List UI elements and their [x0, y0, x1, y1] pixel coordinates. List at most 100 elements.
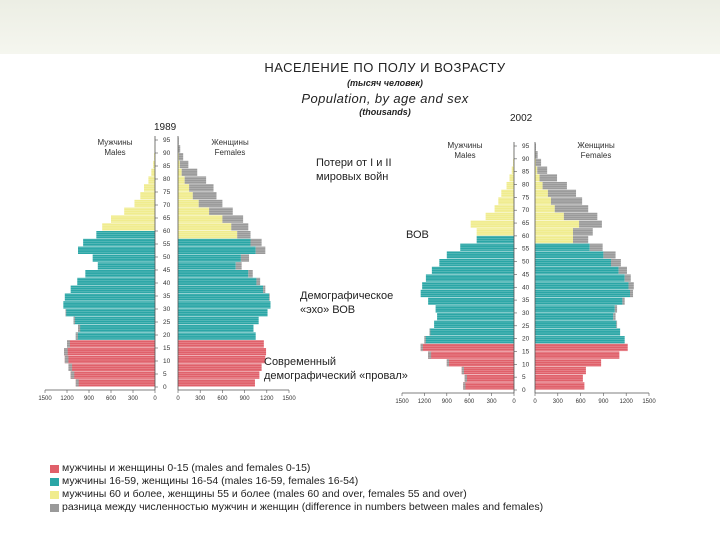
male-bar — [67, 340, 155, 348]
difference-bar — [68, 363, 73, 371]
male-bar — [148, 176, 155, 184]
male-tick-label: 600 — [464, 399, 475, 405]
males-label-en: Males — [454, 151, 476, 160]
age-tick-label: 50 — [163, 254, 171, 261]
female-tick-label: 1200 — [620, 399, 634, 405]
age-tick-label: 35 — [522, 297, 530, 304]
age-tick-label: 40 — [522, 284, 530, 291]
male-bar — [153, 160, 155, 169]
age-tick-label: 55 — [522, 246, 530, 253]
difference-bar — [256, 277, 261, 286]
male-bar — [494, 205, 514, 213]
difference-bar — [535, 158, 542, 167]
males-label-1989: Мужчины Males — [90, 138, 140, 158]
male-bar — [97, 262, 155, 270]
males-label-ru: Мужчины — [447, 141, 483, 150]
female-tick-label: 600 — [576, 399, 587, 405]
female-bar — [178, 223, 232, 231]
male-bar — [70, 371, 155, 379]
legend-swatch — [50, 491, 59, 499]
male-bar — [431, 266, 514, 275]
difference-bar — [429, 328, 431, 336]
male-tick-label: 300 — [128, 396, 139, 402]
female-bar — [535, 374, 583, 382]
age-tick-label: 10 — [522, 361, 530, 368]
age-tick-label: 60 — [522, 233, 530, 240]
difference-bar — [613, 312, 616, 321]
male-bar — [470, 220, 514, 228]
difference-bar — [250, 238, 262, 247]
female-tick-label: 0 — [533, 399, 537, 405]
difference-bar — [464, 374, 467, 382]
female-bar — [178, 168, 182, 176]
male-bar — [420, 343, 514, 352]
difference-bar — [603, 251, 616, 259]
male-bar — [92, 254, 155, 262]
female-bar — [178, 184, 190, 192]
female-bar — [535, 343, 628, 352]
legend-swatch — [50, 504, 59, 512]
female-bar — [178, 153, 179, 161]
difference-bar — [178, 137, 179, 145]
subtitle-english: (thousands) — [359, 107, 411, 117]
male-bar — [124, 207, 155, 215]
age-tick-label: 5 — [163, 371, 167, 378]
females-label-ru: Женщины — [577, 141, 615, 150]
female-bar — [535, 359, 602, 367]
legend-label: разница между численностью мужчин и женщ… — [62, 501, 544, 513]
female-bar — [178, 176, 185, 184]
male-bar — [140, 192, 155, 200]
female-bar — [178, 363, 262, 371]
difference-bar — [579, 220, 602, 228]
difference-bar — [235, 262, 242, 270]
age-tick-label: 25 — [522, 323, 530, 330]
male-bar — [65, 309, 155, 317]
difference-bar — [539, 174, 558, 182]
male-bar — [437, 312, 514, 321]
age-tick-label: 65 — [522, 220, 530, 227]
male-tick-label: 900 — [442, 399, 453, 405]
female-bar — [535, 235, 573, 244]
age-tick-label: 75 — [163, 189, 171, 196]
age-tick-label: 70 — [163, 202, 171, 209]
female-bar — [535, 251, 604, 259]
male-bar — [446, 251, 514, 259]
difference-bar — [628, 282, 634, 290]
female-bar — [535, 266, 619, 275]
year-label-2002: 2002 — [510, 113, 533, 124]
annotation-line: Современный — [264, 356, 337, 368]
age-tick-label: 85 — [163, 163, 171, 170]
male-bar — [77, 277, 155, 286]
male-tick-label: 1500 — [395, 399, 409, 405]
male-bar — [134, 199, 155, 208]
male-bar — [446, 359, 514, 367]
difference-bar — [70, 371, 75, 379]
legend-label: мужчины 16-59, женщины 16-54 (males 16-5… — [62, 475, 359, 487]
female-bar — [535, 205, 555, 213]
age-tick-label: 0 — [522, 387, 526, 394]
difference-bar — [231, 223, 249, 231]
slide-top-band — [0, 0, 720, 54]
female-bar — [178, 348, 267, 356]
female-bar — [178, 277, 257, 286]
female-bar — [178, 262, 236, 270]
male-bar — [476, 235, 514, 244]
male-tick-label: 900 — [84, 396, 95, 402]
male-bar — [68, 363, 155, 371]
difference-bar — [547, 189, 577, 197]
female-bar — [178, 192, 193, 200]
difference-bar — [64, 348, 68, 356]
male-bar — [78, 324, 155, 332]
female-bar — [178, 340, 264, 348]
age-tick-label: 20 — [163, 332, 171, 339]
female-bar — [178, 160, 180, 169]
age-tick-label: 55 — [163, 241, 171, 248]
difference-bar — [181, 168, 198, 176]
male-bar — [429, 328, 514, 336]
age-tick-label: 70 — [522, 207, 530, 214]
difference-bar — [75, 379, 79, 387]
annotation-war-losses: Потери от I и II мировых войн — [316, 156, 392, 184]
female-bar — [535, 220, 580, 228]
age-tick-label: 90 — [522, 156, 530, 163]
female-bar — [535, 282, 629, 290]
